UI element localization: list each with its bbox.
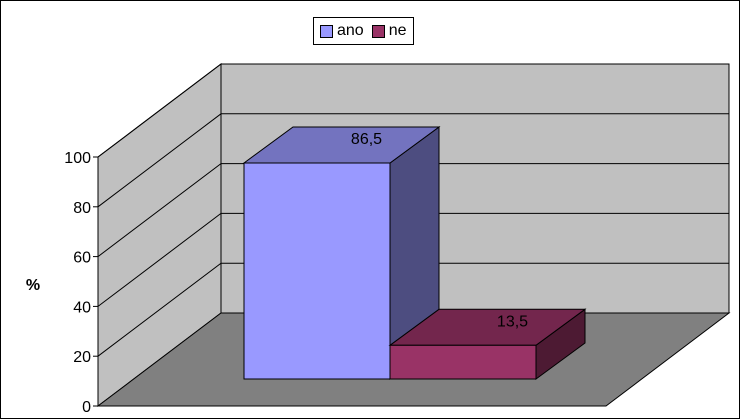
- gridline: [97, 212, 729, 307]
- y-tick-label: 80: [73, 200, 91, 217]
- gridline: [97, 262, 729, 357]
- data-label-ano: 86,5: [351, 131, 382, 148]
- bar-ano-front: [243, 162, 391, 380]
- y-tick-label: 60: [73, 250, 91, 267]
- legend: ano ne: [313, 17, 414, 45]
- data-label-ne: 13,5: [497, 313, 528, 330]
- y-axis-label: %: [26, 277, 40, 294]
- y-tick-label: 100: [64, 150, 91, 167]
- legend-item-ne: ne: [371, 22, 407, 40]
- legend-item-ano: ano: [320, 22, 364, 40]
- bar-ne-front: [389, 344, 537, 380]
- y-tick-label: 40: [73, 299, 91, 316]
- gridline: [97, 163, 729, 257]
- legend-swatch-ano: [320, 24, 333, 38]
- gridline: [97, 63, 729, 158]
- legend-label-ne: ne: [388, 22, 407, 39]
- y-tick-label: 0: [82, 399, 91, 416]
- gridline: [97, 113, 729, 208]
- legend-swatch-ne: [371, 24, 385, 38]
- legend-label-ano: ano: [337, 22, 364, 39]
- y-tick-label: 20: [73, 349, 91, 366]
